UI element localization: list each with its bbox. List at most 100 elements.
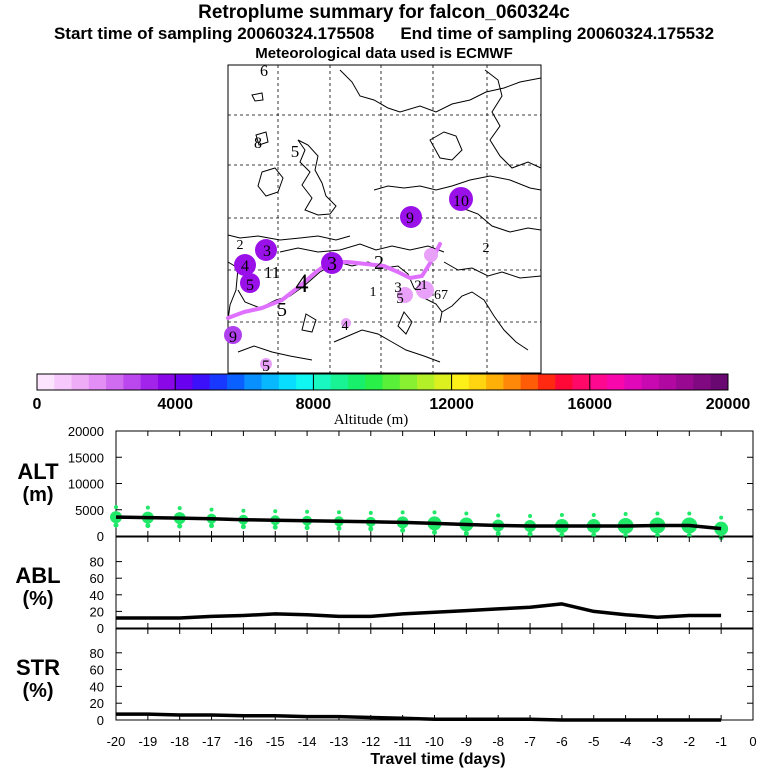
x-tick-label: -2 xyxy=(684,734,696,749)
plume-day-label: 5 xyxy=(277,299,287,321)
plume-day-label: 8 xyxy=(254,135,262,152)
colorbar-segment xyxy=(537,374,556,390)
x-tick-label: -3 xyxy=(652,734,664,749)
plume-circles xyxy=(224,187,473,370)
y-tick-label: 80 xyxy=(90,646,104,661)
x-tick-label: -7 xyxy=(524,734,536,749)
y-axis-title: ALT xyxy=(17,459,59,484)
colorbar-segment xyxy=(278,374,297,390)
colorbar-segment xyxy=(227,374,245,390)
plume-circle xyxy=(424,248,438,262)
start-time-label: Start time of sampling 20060324.175508 xyxy=(53,24,375,43)
y-tick-label: 20000 xyxy=(68,424,104,439)
alt-dot-spread xyxy=(495,531,501,536)
y-axis-unit: (m) xyxy=(22,484,53,506)
plume-path xyxy=(226,242,442,320)
alt-dot-spread xyxy=(145,523,151,529)
alt-dot-spread xyxy=(177,506,182,511)
plume-day-label: 3 xyxy=(263,243,271,260)
plume-day-label: 5 xyxy=(396,291,404,307)
alt-dot-spread xyxy=(528,514,533,519)
colorbar-tick-label: 4000 xyxy=(157,396,193,413)
y-tick-label: 60 xyxy=(90,663,104,678)
alt-dot-spread xyxy=(305,509,310,514)
alt-dot-spread xyxy=(432,529,437,535)
y-axis-title: ABL xyxy=(15,563,60,588)
y-tick-label: 40 xyxy=(90,679,104,694)
plume-day-label: 4 xyxy=(241,258,249,275)
y-tick-label: 5000 xyxy=(75,503,104,518)
alt-dot-spread xyxy=(464,511,469,516)
plume-circle xyxy=(240,273,260,293)
colorbar-segment xyxy=(313,374,332,390)
x-tick-label: -16 xyxy=(234,734,253,749)
colorbar-segment xyxy=(710,374,729,390)
alt-dot-spread xyxy=(114,505,118,510)
alt-dot-spread xyxy=(400,510,405,515)
alt-dot-spread xyxy=(336,510,341,515)
colorbar-segment xyxy=(503,374,522,390)
colorbar-segment xyxy=(676,374,694,390)
colorbar-segment xyxy=(54,374,73,390)
x-tick-label: -5 xyxy=(588,734,600,749)
colorbar-segment xyxy=(123,374,142,390)
alt-dot-spread xyxy=(400,527,406,533)
chart-title: Retroplume summary for falcon_060324c xyxy=(198,2,570,23)
colorbar-segment xyxy=(261,374,280,390)
plume-circle xyxy=(400,206,422,228)
series-line-str xyxy=(116,712,722,722)
y-tick-label: 15000 xyxy=(68,450,104,465)
colorbar-segment xyxy=(607,374,625,390)
alt-dot-spread xyxy=(368,510,373,515)
plume-day-label: 1 xyxy=(370,285,377,300)
colorbar-segment xyxy=(451,374,470,390)
colorbar-segment xyxy=(589,374,608,390)
alt-dot-spread xyxy=(145,505,150,510)
alt-dot xyxy=(714,521,729,536)
alt-dot-spread xyxy=(559,513,564,518)
plume-circle xyxy=(255,239,277,261)
colorbar-segment xyxy=(382,374,401,390)
x-tick-label: -1 xyxy=(715,734,727,749)
colorbar-segment xyxy=(88,374,107,390)
alt-dot-spread xyxy=(273,509,278,514)
map-graticule xyxy=(228,65,541,373)
y-tick-label: 20 xyxy=(90,696,104,711)
x-tick-label: -20 xyxy=(107,734,126,749)
x-tick-label: -15 xyxy=(266,734,285,749)
plume-day-label: 9 xyxy=(406,210,414,227)
panel-alt: 0 5000 10000 15000 20000 ALT(m) xyxy=(17,424,754,544)
alt-dot-spread xyxy=(591,532,597,538)
alt-dot-spread xyxy=(687,511,692,516)
end-time-label: End time of sampling 20060324.175532 xyxy=(400,24,715,43)
panel-frame xyxy=(115,628,754,721)
colorbar-segment xyxy=(624,374,643,390)
x-tick-label: -19 xyxy=(138,734,157,749)
x-tick-label: -13 xyxy=(330,734,349,749)
colorbar-segment xyxy=(520,374,539,390)
alt-dot-spread xyxy=(368,526,374,532)
y-tick-label: 0 xyxy=(97,713,104,728)
plume-circle xyxy=(341,318,351,328)
y-tick-label: 60 xyxy=(90,571,104,586)
y-axis-title: STR xyxy=(16,655,60,680)
x-tick-label: -10 xyxy=(425,734,444,749)
alt-dot-spread xyxy=(240,524,246,530)
alt-dot-spread xyxy=(591,513,596,518)
colorbar-tick-label: 16000 xyxy=(568,396,613,413)
colorbar-segment xyxy=(365,374,383,390)
series-line-abl xyxy=(116,602,722,620)
plume-day-label: 2 xyxy=(414,278,422,294)
plume-day-label: 1 xyxy=(421,278,428,293)
plume-day-label: 6 xyxy=(260,63,268,80)
colorbar-segment xyxy=(468,374,487,390)
plume-day-label: 67 xyxy=(434,288,448,303)
plume-day-label: 2 xyxy=(374,252,384,274)
alt-dot-spread xyxy=(209,523,215,529)
colorbar-segment xyxy=(399,374,418,390)
colorbar-segment xyxy=(347,374,366,390)
colorbar-segment xyxy=(71,374,90,390)
